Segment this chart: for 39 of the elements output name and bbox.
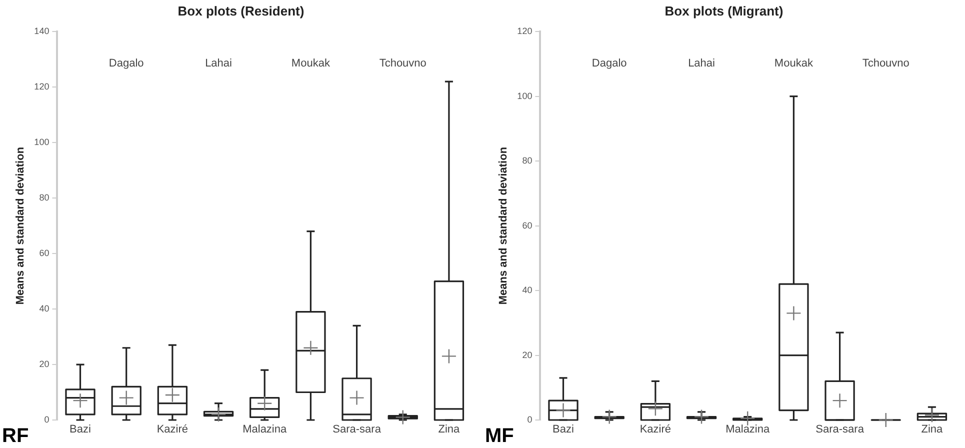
y-tick-label: 0 [44,414,50,424]
text: MF [485,425,514,448]
y-tick-label: 40 [522,285,532,296]
x-tick-label: Dagalo [108,58,144,70]
x-tick-label: Moukak [774,58,814,70]
x-tick-label: Tchouvno [862,58,910,70]
y-tick-label: 80 [522,156,532,166]
x-tick-label: Malazina [726,424,770,436]
y-tick-label: 0 [527,414,532,424]
x-tick-label: Zina [921,424,944,436]
x-tick-label: Bazi [552,424,574,436]
x-tick-label: Lahai [205,58,232,70]
x-tick-label: Moukak [291,58,330,70]
y-tick-label: 120 [517,26,532,36]
x-tick-label: Dagalo [592,58,627,70]
chart-title: Box plots (Migrant) [664,3,784,18]
x-tick-label: Lahai [688,58,715,70]
y-axis-title: Means and standard deviation [498,146,510,305]
x-tick-label: Zina [438,424,461,436]
y-tick-label: 120 [34,82,50,92]
x-tick-label: Sara-sara [332,424,382,436]
text: RF [2,425,29,448]
x-tick-label: Bazi [70,424,91,436]
y-axis-title: Means and standard deviation [14,146,27,305]
x-tick-label: Kaziré [156,424,188,436]
x-tick-label: Tchouvno [379,58,426,70]
x-tick-label: Sara-sara [816,424,865,436]
y-tick-label: 100 [34,137,50,148]
y-tick-label: 60 [522,220,532,230]
y-tick-label: 80 [39,192,50,203]
x-tick-label: Malazina [242,424,288,436]
y-tick-label: 140 [34,26,50,36]
y-tick-label: 100 [517,90,532,101]
y-tick-label: 20 [522,350,532,360]
chart-title: Box plots (Resident) [178,3,304,18]
y-tick-label: 20 [39,359,50,369]
x-tick-label: Kaziré [640,424,672,436]
y-tick-label: 40 [39,304,50,314]
y-tick-label: 60 [39,248,50,258]
